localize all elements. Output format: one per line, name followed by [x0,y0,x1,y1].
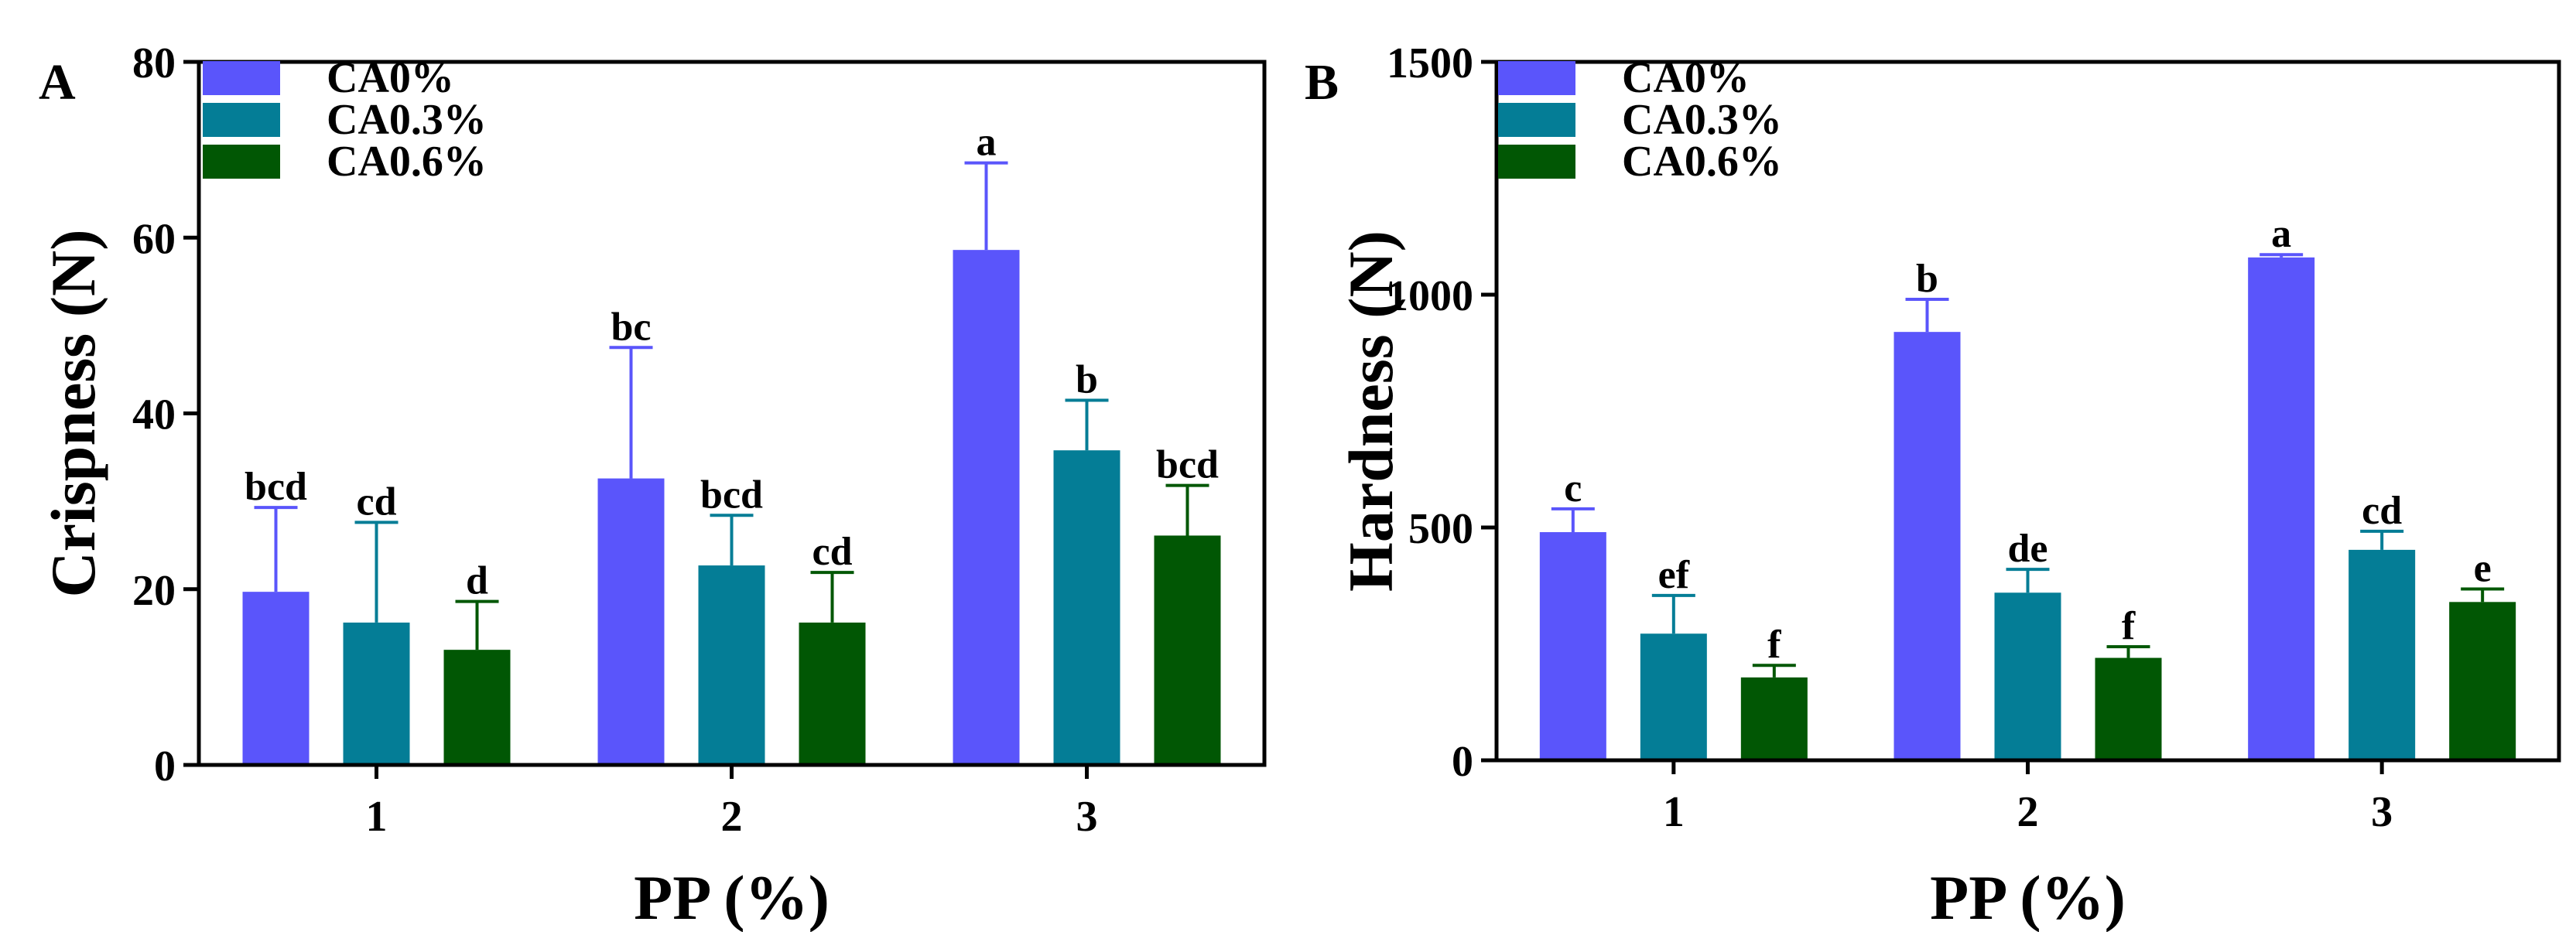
legend-label: CA0.3% [1622,96,1782,144]
panel-b: B 0 500 1000 1500 c b a ef de cd f f e 1 2 3 PP (%) Hardne… [1305,39,2561,932]
significance-letter: cd [357,480,397,524]
significance-letter: c [1564,466,1582,510]
significance-letter: f [1767,623,1781,667]
legend-swatch [1498,103,1575,137]
bar [2349,549,2416,760]
significance-letter: a [2271,212,2291,256]
bar [698,565,765,765]
y-tick-label: 20 [132,567,176,615]
x-tick-label: 3 [2371,788,2393,836]
legend-label: CA0.6% [327,138,487,186]
legend-swatch [203,103,280,137]
bar [953,250,1020,766]
significance-letter: cd [812,530,853,574]
y-axis-title: Hardness (N) [1336,230,1406,592]
y-tick-label: 0 [154,743,176,790]
bar [2449,602,2516,760]
legend-label: CA0% [1622,54,1750,102]
legend-swatch [1498,61,1575,95]
bar [1994,592,2061,760]
significance-letter: de [2008,527,2048,571]
significance-letter: b [1916,257,1938,301]
y-tick-label: 40 [132,391,176,439]
y-tick-label: 80 [132,39,176,87]
bar [597,478,665,765]
x-tick-label: 1 [1663,788,1685,836]
significance-letter: bcd [245,465,307,509]
x-tick-label: 2 [721,793,743,841]
significance-letter: bcd [700,473,763,517]
panel-label: A [39,54,76,111]
legend-swatch [203,61,280,95]
panel-a: A 0 20 40 60 80 bcd bc a cd bcd b d cd bcd 1 2 3 PP (%) Cri… [38,39,1267,932]
bar [2095,657,2162,760]
bar [1740,677,1808,760]
bar [343,622,410,765]
y-tick-label: 60 [132,215,176,263]
panel-label: B [1305,54,1339,111]
legend-label: CA0.3% [327,96,487,144]
significance-letter: bc [611,305,652,349]
y-tick-label: 1500 [1387,39,1473,87]
legend-swatch [203,145,280,179]
significance-letter: bcd [1156,443,1219,487]
significance-letter: ef [1658,553,1690,597]
significance-letter: e [2474,546,2492,590]
bar [1894,332,1961,760]
significance-letter: b [1076,357,1098,401]
bar [799,622,866,765]
x-tick-label: 3 [1076,793,1098,841]
bar [242,592,310,765]
significance-letter: d [466,559,488,603]
significance-letter: a [977,121,997,165]
x-tick-label: 2 [2017,788,2039,836]
bar [1154,535,1221,765]
bar [1640,633,1707,760]
significance-letter: f [2122,604,2136,648]
bar [2248,257,2315,761]
y-tick-label: 1000 [1387,272,1473,320]
bar [1053,450,1120,765]
y-tick-label: 500 [1408,505,1473,553]
significance-letter: cd [2362,489,2402,533]
x-axis-title: PP (%) [634,862,830,932]
y-tick-label: 0 [1452,738,1473,786]
bar [443,650,511,765]
legend-swatch [1498,145,1575,179]
x-axis-title: PP (%) [1930,862,2126,932]
x-tick-label: 1 [366,793,388,841]
bar [1539,532,1606,760]
y-axis-title: Crispness (N) [38,229,108,597]
legend-label: CA0.6% [1622,138,1782,186]
legend-label: CA0% [327,54,454,102]
